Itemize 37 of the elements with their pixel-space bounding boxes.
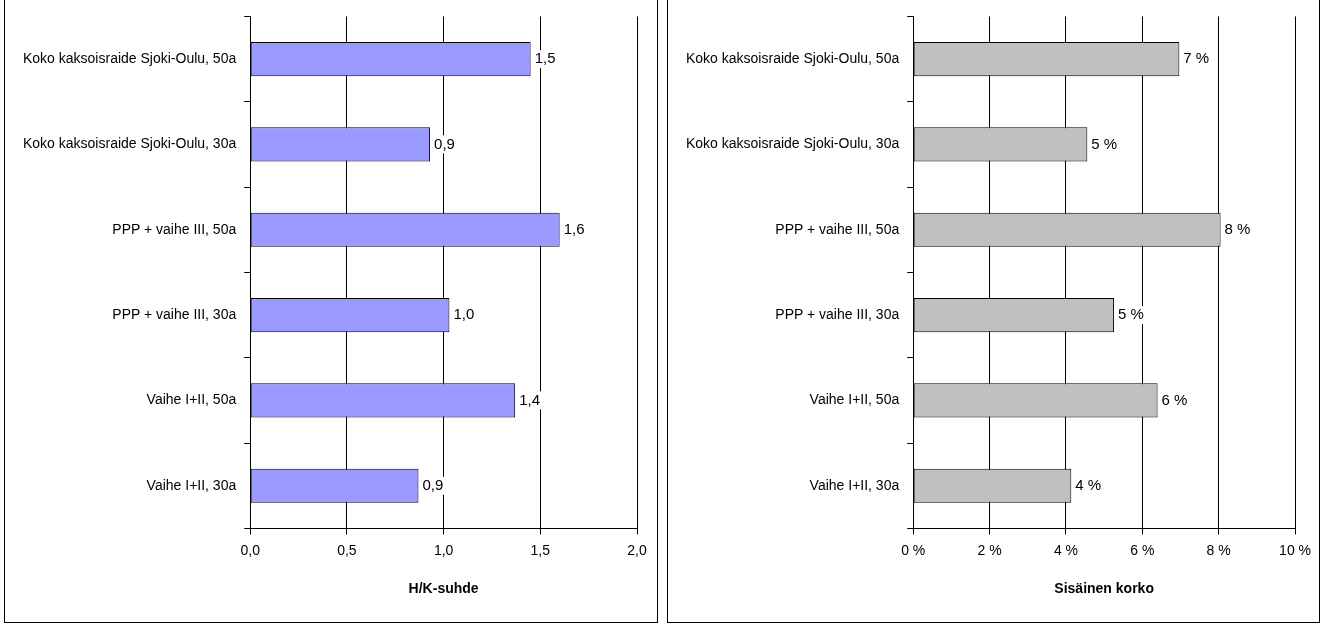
data-label: 8 % — [1224, 219, 1251, 237]
y-tick-label: PPP + vaihe III, 50a — [775, 220, 900, 237]
data-label: 1,5 — [534, 49, 556, 67]
y-tick-label: PPP + vaihe III, 50a — [112, 220, 237, 237]
x-tick-label: 0,0 — [240, 541, 261, 558]
y-tick-label: Koko kaksoisraide Sjoki-Oulu, 30a — [685, 135, 900, 152]
y-tick-label: Vaihe I+II, 30a — [809, 476, 900, 493]
data-label: 4 % — [1075, 475, 1102, 493]
data-label: 1,6 — [563, 219, 585, 237]
data-label: 1,4 — [519, 390, 541, 408]
x-axis-title: Sisäinen korko — [1054, 580, 1154, 597]
data-label: 6 % — [1161, 390, 1188, 408]
data-label: 0,9 — [422, 475, 444, 493]
x-tick-label: 4 % — [1053, 541, 1079, 558]
y-tick-label: Vaihe I+II, 50a — [809, 391, 900, 408]
x-tick-label: 1,5 — [530, 541, 551, 558]
x-tick-label: 0,5 — [337, 541, 357, 558]
y-tick-label: Vaihe I+II, 50a — [146, 391, 237, 408]
y-tick-label: Koko kaksoisraide Sjoki-Oulu, 50a — [22, 49, 237, 66]
y-tick-label: PPP + vaihe III, 30a — [775, 305, 900, 322]
x-tick-label: 2 % — [977, 541, 1002, 558]
x-tick-label: 10 % — [1279, 541, 1312, 558]
x-tick-label: 6 % — [1130, 541, 1155, 558]
x-tick-label: 2,0 — [627, 541, 647, 558]
data-label: 5 % — [1118, 305, 1144, 323]
y-tick-label: Koko kaksoisraide Sjoki-Oulu, 50a — [685, 49, 900, 66]
x-axis-title: H/K-suhde — [408, 580, 479, 597]
y-tick-label: Vaihe I+II, 30a — [146, 476, 237, 493]
x-tick-label: 8 % — [1206, 541, 1231, 558]
data-label: 5 % — [1091, 134, 1118, 152]
data-label: 0,9 — [434, 134, 455, 152]
x-tick-label: 0 % — [901, 541, 926, 558]
y-tick-label: Koko kaksoisraide Sjoki-Oulu, 30a — [22, 135, 237, 152]
y-tick-label: PPP + vaihe III, 30a — [112, 305, 237, 322]
x-tick-label: 1,0 — [433, 541, 454, 558]
data-label: 1,0 — [453, 305, 475, 323]
data-label: 7 % — [1183, 49, 1210, 67]
